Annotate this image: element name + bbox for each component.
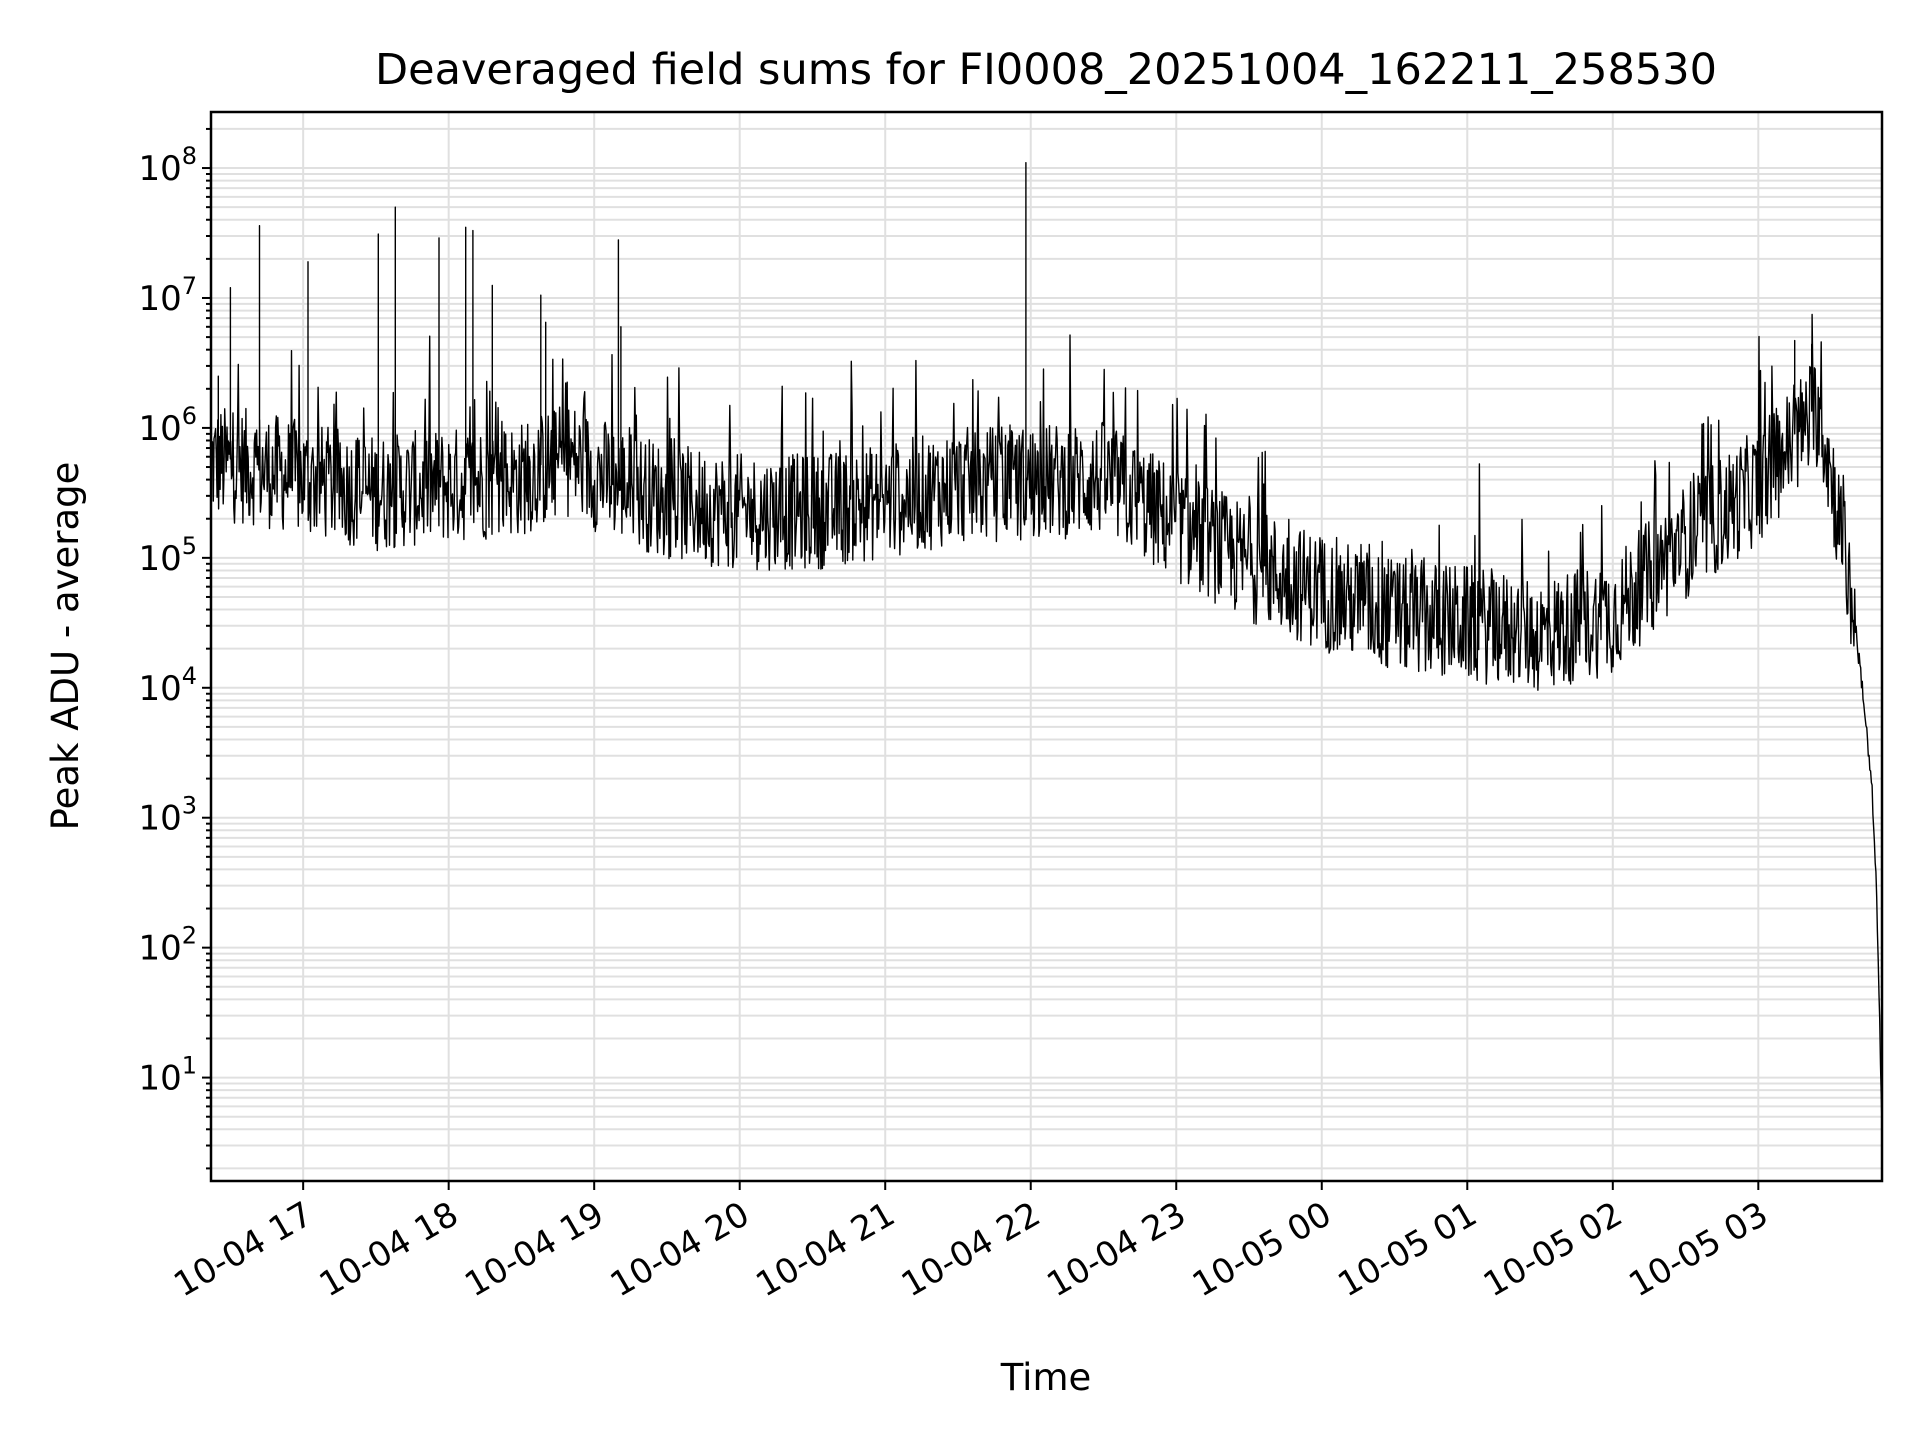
y-tick-label: 108 bbox=[138, 142, 197, 189]
x-tick-label: 10-05 00 bbox=[1186, 1194, 1338, 1305]
x-axis-label: Time bbox=[1000, 1356, 1092, 1399]
x-tick-label: 10-04 22 bbox=[895, 1194, 1047, 1305]
y-tick-label-exponent: 5 bbox=[182, 532, 197, 560]
x-tick-label: 10-04 17 bbox=[167, 1194, 319, 1305]
y-tick-label: 107 bbox=[138, 272, 197, 319]
y-tick-label: 106 bbox=[138, 402, 197, 449]
y-tick-label-exponent: 4 bbox=[182, 662, 197, 690]
x-tick-label: 10-04 18 bbox=[313, 1194, 465, 1305]
y-tick-label-exponent: 8 bbox=[182, 142, 197, 170]
y-tick-label: 103 bbox=[138, 792, 197, 839]
y-tick-label-exponent: 2 bbox=[182, 922, 197, 950]
y-tick-label-base: 10 bbox=[138, 1059, 181, 1099]
y-tick-label-base: 10 bbox=[138, 409, 181, 449]
x-tick-label: 10-05 02 bbox=[1477, 1194, 1629, 1305]
y-tick-label-base: 10 bbox=[138, 279, 181, 319]
y-tick-label-base: 10 bbox=[138, 799, 181, 839]
chart-title: Deaveraged field sums for FI0008_2025100… bbox=[375, 45, 1717, 95]
grid bbox=[211, 112, 1882, 1181]
y-tick-label: 102 bbox=[138, 922, 197, 969]
series-line bbox=[210, 162, 1883, 1126]
y-tick-label-base: 10 bbox=[138, 149, 181, 189]
y-axis-label: Peak ADU - average bbox=[44, 462, 87, 831]
plot-frame bbox=[209, 110, 1884, 1183]
y-tick-label: 104 bbox=[138, 662, 197, 709]
y-tick-label-exponent: 6 bbox=[182, 402, 197, 430]
x-tick-label: 10-04 19 bbox=[458, 1194, 610, 1305]
y-tick-label-base: 10 bbox=[138, 929, 181, 969]
x-tick-label: 10-04 20 bbox=[604, 1194, 756, 1305]
x-tick-label: 10-05 01 bbox=[1331, 1194, 1483, 1305]
y-tick-label-base: 10 bbox=[138, 669, 181, 709]
x-tick-label: 10-05 03 bbox=[1622, 1194, 1774, 1305]
y-tick-label-exponent: 3 bbox=[182, 792, 197, 820]
y-tick-label: 105 bbox=[138, 532, 197, 579]
y-tick-label-base: 10 bbox=[138, 539, 181, 579]
x-tick-label: 10-04 23 bbox=[1040, 1194, 1192, 1305]
y-tick-label: 101 bbox=[138, 1052, 197, 1099]
y-tick-label-exponent: 7 bbox=[182, 272, 197, 300]
x-tick-label: 10-04 21 bbox=[749, 1194, 901, 1305]
y-tick-label-exponent: 1 bbox=[182, 1052, 197, 1080]
